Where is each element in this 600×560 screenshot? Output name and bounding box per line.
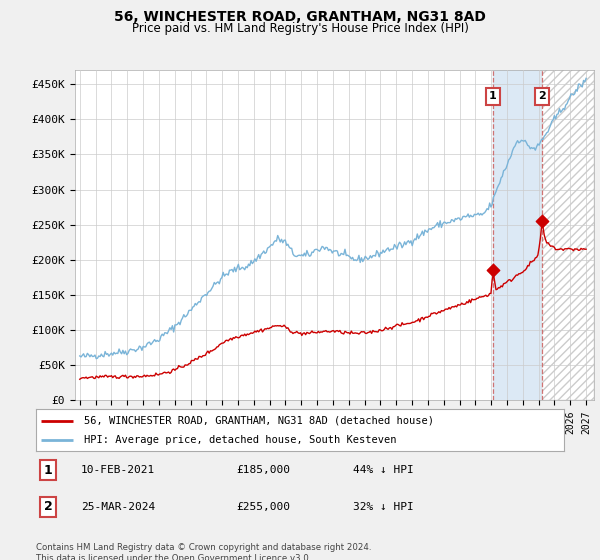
Bar	[542, 70, 594, 400]
Text: £185,000: £185,000	[236, 465, 290, 475]
Text: 32% ↓ HPI: 32% ↓ HPI	[353, 502, 413, 511]
Text: Contains HM Land Registry data © Crown copyright and database right 2024.
This d: Contains HM Land Registry data © Crown c…	[36, 543, 371, 560]
Text: 2: 2	[44, 500, 53, 513]
Text: 25-MAR-2024: 25-MAR-2024	[81, 502, 155, 511]
Text: Price paid vs. HM Land Registry's House Price Index (HPI): Price paid vs. HM Land Registry's House …	[131, 22, 469, 35]
Point	[488, 266, 497, 275]
Bar	[493, 70, 542, 400]
Text: 56, WINCHESTER ROAD, GRANTHAM, NG31 8AD: 56, WINCHESTER ROAD, GRANTHAM, NG31 8AD	[114, 10, 486, 24]
Text: 56, WINCHESTER ROAD, GRANTHAM, NG31 8AD (detached house): 56, WINCHESTER ROAD, GRANTHAM, NG31 8AD …	[83, 416, 434, 426]
Point	[538, 217, 547, 226]
Text: HPI: Average price, detached house, South Kesteven: HPI: Average price, detached house, Sout…	[83, 435, 396, 445]
Text: 1: 1	[489, 91, 497, 101]
Text: 10-FEB-2021: 10-FEB-2021	[81, 465, 155, 475]
Text: 44% ↓ HPI: 44% ↓ HPI	[353, 465, 413, 475]
Bar	[542, 70, 594, 400]
Text: 2: 2	[538, 91, 546, 101]
Text: £255,000: £255,000	[236, 502, 290, 511]
Text: 1: 1	[44, 464, 53, 477]
